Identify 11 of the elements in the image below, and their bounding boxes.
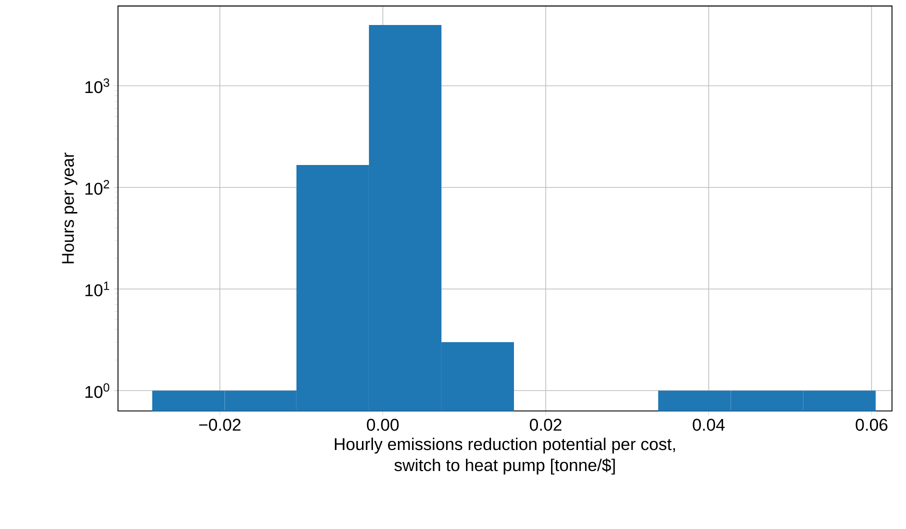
x-tick-label: 0.02 <box>530 418 562 431</box>
x-tick-label: 0.00 <box>366 418 399 431</box>
y-tick-label: 10$^{3}$ <box>85 78 110 94</box>
x-tick-label: 0.04 <box>692 418 725 431</box>
y-tick-label: 10$^{0}$ <box>85 383 110 398</box>
x-axis-title: Hourly emissions reduction potential per cost, switch to heat pump [tonne/$] <box>334 438 675 475</box>
y-axis-title: Hours per year <box>62 152 78 264</box>
y-tick-label: 10$^{2}$ <box>85 180 110 195</box>
x-tick-label: −0.02 <box>199 418 240 431</box>
x-tick-label: 0.06 <box>856 418 888 431</box>
y-tick-label: 10$^{1}$ <box>85 282 110 296</box>
